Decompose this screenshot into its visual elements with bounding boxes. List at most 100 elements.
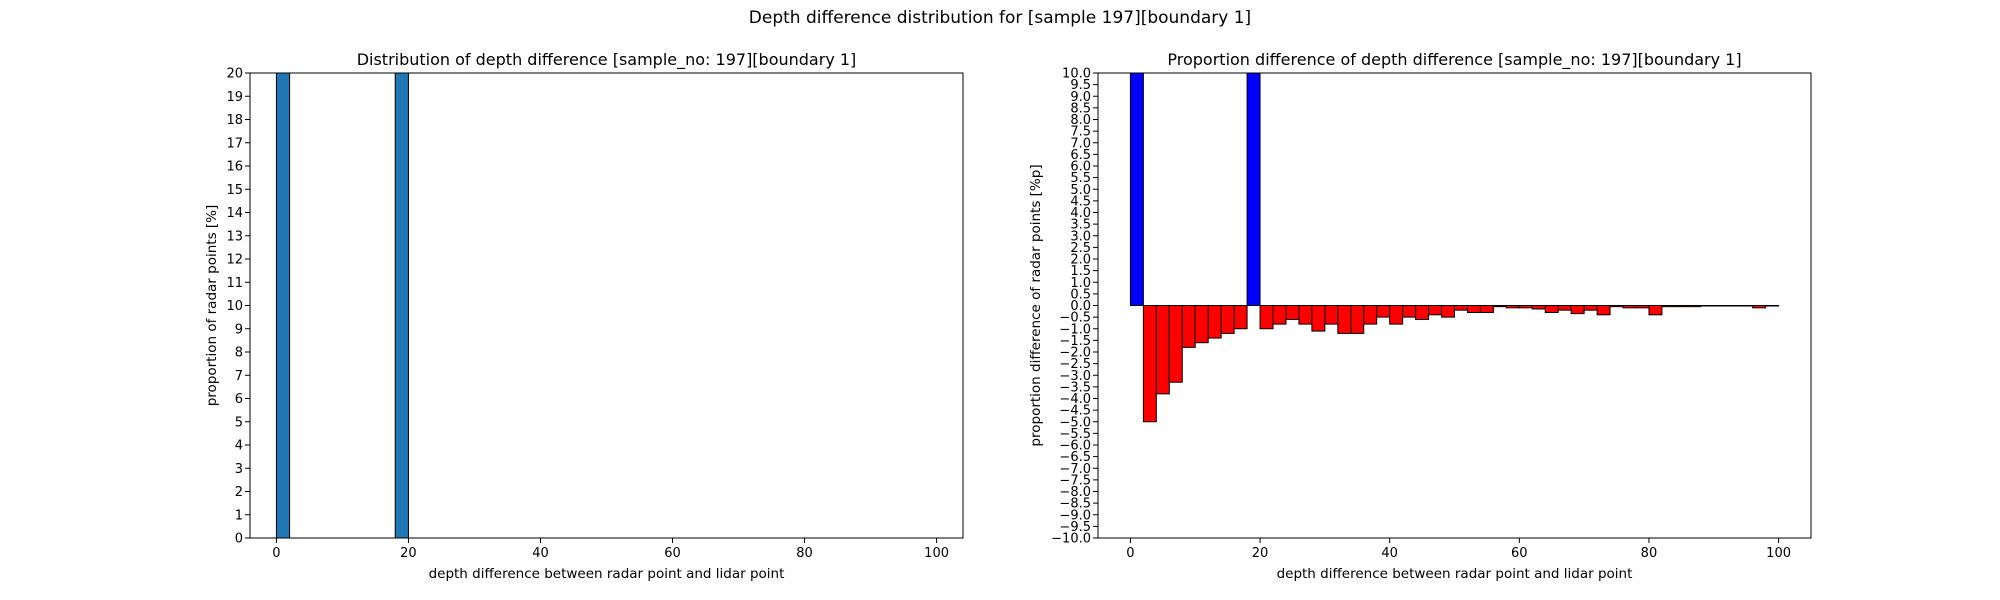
bar (1466, 305, 1481, 313)
y-tick-label: 0 (235, 532, 243, 547)
bar (1155, 305, 1170, 395)
x-tick-label: 80 (796, 546, 813, 561)
bar (1661, 305, 1676, 308)
bar (1428, 305, 1443, 316)
bar (1454, 305, 1468, 311)
bar (1544, 305, 1559, 313)
y-tick-label: 3 (235, 462, 243, 477)
bar (1765, 305, 1780, 307)
bar (1492, 305, 1507, 308)
bar (1142, 305, 1157, 423)
y-axis-label: proportion of radar points [%] (204, 205, 220, 407)
x-tick-label: 60 (1511, 546, 1528, 561)
bar (1557, 305, 1572, 311)
y-tick-label: 6.0 (1070, 160, 1091, 175)
y-tick-label: 5.5 (1070, 171, 1091, 186)
bar (1531, 305, 1546, 310)
bar (1129, 72, 1144, 306)
bar (1168, 305, 1183, 383)
y-tick-label: 12 (226, 253, 243, 268)
x-tick-label: 0 (272, 546, 280, 561)
bar (1596, 305, 1611, 316)
x-tick-label: 40 (1381, 546, 1398, 561)
y-tick-label: 8 (235, 346, 243, 361)
y-tick-label: −9.5 (1059, 520, 1091, 535)
bar (1609, 305, 1624, 308)
chart-title: Proportion difference of depth differenc… (1167, 50, 1741, 70)
bar (1194, 305, 1209, 344)
x-tick-label: 40 (532, 546, 549, 561)
plot-frame (249, 72, 964, 539)
bar (1726, 305, 1741, 307)
y-tick-label: 9.0 (1070, 90, 1091, 105)
y-tick-label: 4.5 (1070, 194, 1091, 209)
x-tick-label: 100 (1766, 546, 1791, 561)
y-tick-label: 6.5 (1070, 148, 1091, 163)
y-tick-label: 13 (226, 229, 243, 244)
bar (1713, 305, 1728, 307)
y-tick-label: −10.0 (1051, 532, 1091, 547)
y-tick-label: −8.0 (1059, 485, 1091, 500)
bar (1518, 305, 1533, 309)
bar (1363, 305, 1378, 325)
right-difference-chart: 0 20 40 60 80 100 −10.0−9.5−9.0−8.5−8.0−7.5−7.… (1028, 50, 1812, 582)
bar (275, 72, 291, 539)
y-tick-label: 7.0 (1070, 136, 1091, 151)
y-tick-label: −2.0 (1059, 346, 1091, 361)
y-axis-label: proportion difference of radar points [%… (1028, 164, 1044, 446)
y-tick-label: 16 (226, 160, 243, 175)
y-tick-label: −1.0 (1059, 322, 1091, 337)
y-tick-label: −0.5 (1059, 311, 1091, 326)
bar (1246, 72, 1261, 306)
y-tick-label: −5.0 (1059, 415, 1091, 430)
bar (1376, 305, 1391, 318)
bar (1479, 305, 1494, 313)
y-tick-label: −3.5 (1059, 380, 1091, 395)
y-tick-label: 5 (235, 415, 243, 430)
bar (1752, 305, 1767, 309)
y-tick-label: 1.5 (1070, 264, 1091, 279)
y-tick-label: 2.0 (1070, 253, 1091, 268)
y-tick-label: −2.5 (1059, 357, 1091, 372)
bar (394, 72, 409, 539)
bar (1687, 305, 1702, 308)
left-histogram-chart: 0 20 40 60 80 1000123456789101112131415161718… (204, 50, 964, 582)
y-tick-label: −7.5 (1059, 473, 1091, 488)
y-tick-label: 8.0 (1070, 113, 1091, 128)
bar (1415, 305, 1430, 320)
x-tick-label: 100 (924, 546, 949, 561)
y-tick-label: 11 (226, 276, 243, 291)
y-tick-label: 1.0 (1070, 276, 1091, 291)
x-tick-label: 20 (1252, 546, 1269, 561)
chart-title: Distribution of depth difference [sample… (357, 50, 857, 70)
bar (1259, 305, 1274, 330)
bar (1350, 305, 1365, 334)
y-tick-label: −6.5 (1059, 450, 1091, 465)
bar (1505, 305, 1520, 309)
bar (1583, 305, 1598, 311)
bar (1298, 305, 1313, 325)
y-tick-label: −8.5 (1059, 497, 1091, 512)
bar (1324, 305, 1339, 325)
y-tick-label: −3.0 (1059, 369, 1091, 384)
bar (1220, 305, 1235, 334)
bar (1635, 305, 1650, 309)
x-tick-label: 0 (1126, 546, 1134, 561)
y-tick-label: 19 (226, 90, 243, 105)
bar (1674, 305, 1689, 308)
figure-suptitle: Depth difference distribution for [sampl… (748, 8, 1252, 28)
y-tick-label: 0.0 (1070, 299, 1091, 314)
y-tick-label: 2.5 (1070, 241, 1091, 256)
bar (1181, 305, 1196, 348)
x-tick-label: 60 (664, 546, 681, 561)
bar (1622, 305, 1637, 309)
bar (1570, 305, 1585, 315)
y-tick-label: 14 (226, 206, 243, 221)
x-tick-label: 80 (1641, 546, 1658, 561)
bar (1311, 305, 1326, 332)
y-tick-label: 3.5 (1070, 218, 1091, 233)
x-axis-label: depth difference between radar point and… (429, 566, 785, 582)
bar (1285, 305, 1300, 320)
y-tick-label: 5.0 (1070, 183, 1091, 198)
y-tick-label: 0.5 (1070, 287, 1091, 302)
